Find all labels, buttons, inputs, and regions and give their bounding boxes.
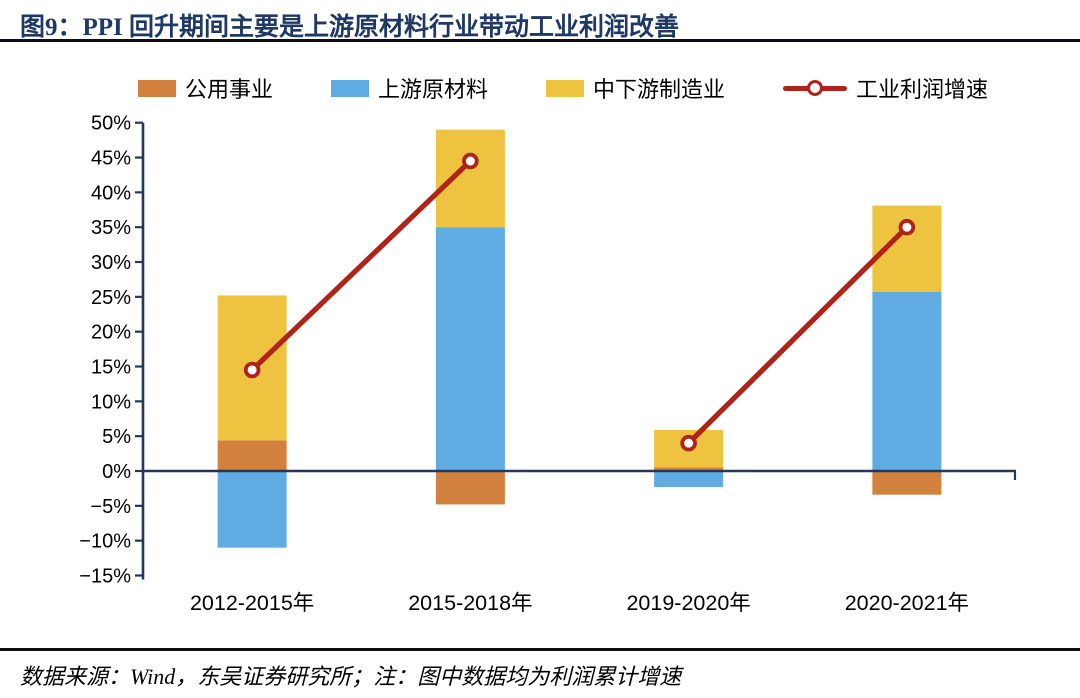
y-tick-label: 5% bbox=[102, 426, 131, 448]
utilities-swatch-icon bbox=[138, 79, 176, 97]
footer-divider bbox=[0, 648, 1080, 651]
y-tick-label: 35% bbox=[91, 217, 131, 239]
y-tick-label: 50% bbox=[91, 113, 131, 135]
y-tick-label: 25% bbox=[91, 287, 131, 309]
bar-segment bbox=[654, 467, 724, 471]
legend-item-utilities: 公用事业 bbox=[138, 72, 273, 104]
legend-item-profit-line: 工业利润增速 bbox=[782, 72, 988, 104]
x-axis-label: 2012-2015年 bbox=[190, 591, 314, 615]
y-tick-label: −15% bbox=[79, 565, 131, 587]
y-tick-label: 20% bbox=[91, 322, 131, 344]
x-axis-label: 2019-2020年 bbox=[626, 591, 750, 615]
y-tick-label: 30% bbox=[91, 252, 131, 274]
profit-growth-marker bbox=[462, 152, 479, 170]
line-open-circle-icon bbox=[782, 79, 847, 97]
y-tick-label: 45% bbox=[91, 148, 131, 170]
bar-segment bbox=[217, 440, 287, 471]
legend-item-upstream: 上游原材料 bbox=[330, 72, 488, 104]
legend-label-upstream: 上游原材料 bbox=[377, 77, 488, 102]
upstream-swatch-icon bbox=[330, 79, 369, 97]
legend-item-downstream: 中下游制造业 bbox=[545, 72, 725, 104]
data-source-note: 数据来源：Wind，东吴证券研究所；注：图中数据均为利润累计增速 bbox=[20, 664, 682, 689]
bar-segment bbox=[654, 471, 724, 488]
chart-legend: 公用事业 上游原材料 中下游制造业 工业利润增速 bbox=[138, 74, 988, 102]
bar-segment bbox=[872, 291, 942, 471]
y-tick-label: −10% bbox=[79, 531, 131, 553]
y-tick-label: 15% bbox=[91, 357, 131, 379]
bar-segment bbox=[435, 227, 505, 471]
figure-title: 图9：PPI 回升期间主要是上游原材料行业带动工业利润改善 bbox=[20, 14, 680, 41]
bar-segment bbox=[435, 129, 505, 228]
bar-segment bbox=[872, 471, 942, 495]
line-marker-circle bbox=[806, 80, 823, 96]
y-tick-label: 10% bbox=[91, 391, 131, 413]
y-tick-label: 0% bbox=[102, 461, 131, 483]
downstream-swatch-icon bbox=[545, 79, 584, 97]
bar-segment bbox=[217, 471, 287, 548]
bar-segment bbox=[435, 471, 505, 505]
x-axis-label: 2020-2021年 bbox=[845, 591, 969, 615]
legend-label-downstream: 中下游制造业 bbox=[592, 77, 725, 102]
profit-growth-line bbox=[249, 158, 473, 373]
title-divider bbox=[0, 39, 1080, 42]
legend-label-utilities: 公用事业 bbox=[185, 77, 274, 102]
x-axis-label: 2015-2018年 bbox=[408, 591, 532, 615]
profit-growth-line bbox=[686, 224, 910, 446]
profit-growth-marker bbox=[898, 218, 916, 236]
profit-growth-marker bbox=[243, 361, 261, 379]
y-tick-label: −5% bbox=[90, 496, 131, 518]
legend-label-profit-line: 工业利润增速 bbox=[855, 77, 988, 102]
profit-growth-marker bbox=[680, 434, 697, 452]
y-tick-label: 40% bbox=[91, 182, 131, 204]
